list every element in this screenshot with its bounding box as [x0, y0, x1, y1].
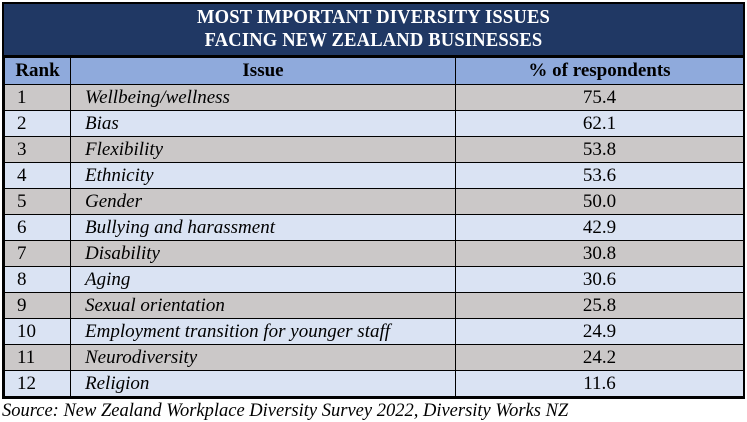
table-title-line-2: FACING NEW ZEALAND BUSINESSES: [204, 30, 543, 51]
table-header-row: Rank Issue % of respondents: [4, 57, 744, 85]
rank-cell: 3: [4, 136, 71, 163]
rank-cell: 12: [4, 370, 71, 397]
table-row: 8 Aging 30.6: [4, 266, 744, 293]
rank-cell: 5: [4, 188, 71, 215]
percent-cell: 24.9: [455, 318, 744, 345]
table-row: 12 Religion 11.6: [4, 370, 744, 397]
table-row: 5 Gender 50.0: [4, 188, 744, 215]
issue-cell: Gender: [70, 188, 456, 215]
table-title-line-1: MOST IMPORTANT DIVERSITY ISSUES: [196, 7, 551, 28]
rank-cell: 1: [4, 84, 71, 111]
issue-cell: Flexibility: [70, 136, 456, 163]
percent-cell: 24.2: [455, 344, 744, 371]
percent-cell: 30.6: [455, 266, 744, 293]
rank-cell: 8: [4, 266, 71, 293]
table-body: 1 Wellbeing/wellness 75.4 2 Bias 62.1 3 Flexibi…: [4, 84, 744, 397]
issue-cell: Aging: [70, 266, 456, 293]
table-row: 4 Ethnicity 53.6: [4, 162, 744, 189]
table-row: 6 Bullying and harassment 42.9: [4, 214, 744, 241]
issue-cell: Employment transition for younger staff: [70, 318, 456, 345]
table-row: 9 Sexual orientation 25.8: [4, 292, 744, 319]
percent-cell: 25.8: [455, 292, 744, 319]
percent-cell: 30.8: [455, 240, 744, 267]
diversity-issues-table-container: MOST IMPORTANT DIVERSITY ISSUES FACING N…: [2, 2, 745, 399]
percent-cell: 75.4: [455, 84, 744, 111]
percent-cell: 62.1: [455, 110, 744, 137]
percent-cell: 42.9: [455, 214, 744, 241]
issue-cell: Ethnicity: [70, 162, 456, 189]
rank-cell: 9: [4, 292, 71, 319]
table-row: 10 Employment transition for younger staf…: [4, 318, 744, 345]
column-header-percent: % of respondents: [455, 57, 744, 85]
issue-cell: Neurodiversity: [70, 344, 456, 371]
table-row: 7 Disability 30.8: [4, 240, 744, 267]
table-row: 2 Bias 62.1: [4, 110, 744, 137]
issue-cell: Bullying and harassment: [70, 214, 456, 241]
rank-cell: 10: [4, 318, 71, 345]
diversity-issues-table: Rank Issue % of respondents 1 Wellbeing/w…: [4, 57, 744, 397]
issue-cell: Bias: [70, 110, 456, 137]
issue-cell: Sexual orientation: [70, 292, 456, 319]
column-header-rank: Rank: [4, 57, 71, 85]
rank-cell: 2: [4, 110, 71, 137]
table-row: 1 Wellbeing/wellness 75.4: [4, 84, 744, 111]
rank-cell: 11: [4, 344, 71, 371]
rank-cell: 4: [4, 162, 71, 189]
percent-cell: 50.0: [455, 188, 744, 215]
issue-cell: Religion: [70, 370, 456, 397]
percent-cell: 11.6: [455, 370, 744, 397]
table-row: 11 Neurodiversity 24.2: [4, 344, 744, 371]
table-row: 3 Flexibility 53.8: [4, 136, 744, 163]
source-caption: Source: New Zealand Workplace Diversity …: [2, 401, 569, 421]
column-header-issue: Issue: [70, 57, 456, 85]
issue-cell: Disability: [70, 240, 456, 267]
percent-cell: 53.8: [455, 136, 744, 163]
issue-cell: Wellbeing/wellness: [70, 84, 456, 111]
rank-cell: 6: [4, 214, 71, 241]
rank-cell: 7: [4, 240, 71, 267]
table-title: MOST IMPORTANT DIVERSITY ISSUES FACING N…: [4, 4, 743, 57]
percent-cell: 53.6: [455, 162, 744, 189]
